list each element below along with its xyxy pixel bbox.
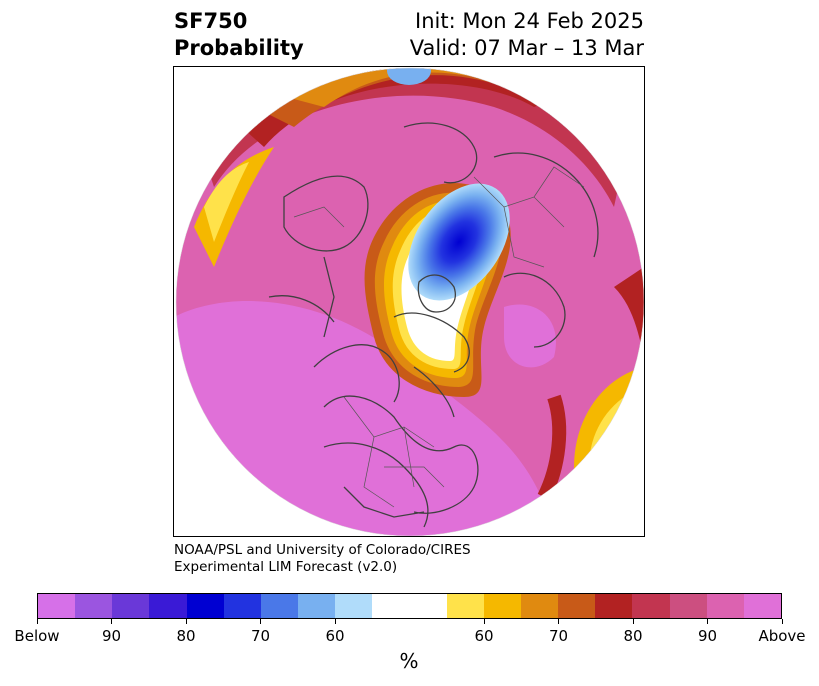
field-band-east-darkred xyxy=(614,267,644,357)
colorbar-swatch xyxy=(483,594,522,618)
credit-line1: NOAA/PSL and University of Colorado/CIRE… xyxy=(174,542,471,558)
colorbar-tick-label: Above xyxy=(758,627,806,645)
colorbar-tick-label: 80 xyxy=(623,627,643,645)
title-variable: SF750 xyxy=(174,9,248,33)
credit: NOAA/PSL and University of Colorado/CIRE… xyxy=(174,542,471,576)
colorbar-tick-mark xyxy=(111,619,112,624)
colorbar-tick-mark xyxy=(260,619,261,624)
colorbar-swatch xyxy=(38,594,76,618)
colorbar-units: % xyxy=(399,649,419,673)
colorbar-swatch xyxy=(335,594,373,618)
title-right: Init: Mon 24 Feb 2025 Valid: 07 Mar – 13… xyxy=(410,8,644,62)
field-band-yellow xyxy=(204,162,249,242)
colorbar-swatch xyxy=(595,594,633,618)
map-frame xyxy=(173,66,645,537)
colorbar-tick-mark xyxy=(781,619,783,624)
colorbar-tick-mark xyxy=(36,619,38,624)
colorbar-tick-label: 80 xyxy=(176,627,196,645)
colorbar-tick-label: 60 xyxy=(474,627,494,645)
colorbar-tick-label: 60 xyxy=(325,627,345,645)
colorbar-tick-mark xyxy=(707,619,708,624)
colorbar-swatch xyxy=(223,594,261,618)
title-probability: Probability xyxy=(174,36,304,60)
field-below-core xyxy=(408,183,510,301)
colorbar-swatch xyxy=(260,594,299,618)
colorbar-swatch xyxy=(558,594,596,618)
colorbar-swatch xyxy=(186,594,224,618)
colorbar-swatch xyxy=(75,594,113,618)
credit-line2: Experimental LIM Forecast (v2.0) xyxy=(174,559,398,575)
colorbar-tick-mark xyxy=(632,619,634,624)
colorbar-swatch xyxy=(632,594,670,618)
colorbar-tick-label: 90 xyxy=(101,627,122,645)
title-left: SF750 Probability xyxy=(174,8,304,62)
title-valid: Valid: 07 Mar – 13 Mar xyxy=(409,36,644,60)
colorbar-swatch xyxy=(446,594,484,618)
colorbar-tick-mark xyxy=(483,619,485,624)
colorbar-tick-mark xyxy=(185,619,187,624)
field-band-east-red xyxy=(537,394,567,501)
probability-map xyxy=(175,67,644,536)
colorbar-swatch xyxy=(112,594,150,618)
colorbar-swatch xyxy=(706,594,744,618)
title-init: Init: Mon 24 Feb 2025 xyxy=(415,9,644,33)
map-boundary xyxy=(175,67,644,536)
colorbar-swatch xyxy=(521,594,559,618)
colorbar-swatch xyxy=(149,594,187,618)
field-below-top xyxy=(387,68,431,85)
colorbar-tick-label: 90 xyxy=(697,627,718,645)
colorbar-swatch xyxy=(298,594,336,618)
colorbar-tick-label: 70 xyxy=(250,627,271,645)
colorbar-tick-label: Below xyxy=(14,627,60,645)
colorbar xyxy=(37,593,782,619)
colorbar-tick-mark xyxy=(558,619,559,624)
colorbar-tick-mark xyxy=(334,619,336,624)
colorbar-tick-label: 70 xyxy=(548,627,569,645)
field-above-south xyxy=(176,301,554,536)
field-above-east xyxy=(504,304,556,368)
colorbar-swatch xyxy=(743,594,782,618)
colorbar-swatch xyxy=(669,594,707,618)
colorbar-swatch xyxy=(372,594,447,618)
borders xyxy=(293,166,585,508)
